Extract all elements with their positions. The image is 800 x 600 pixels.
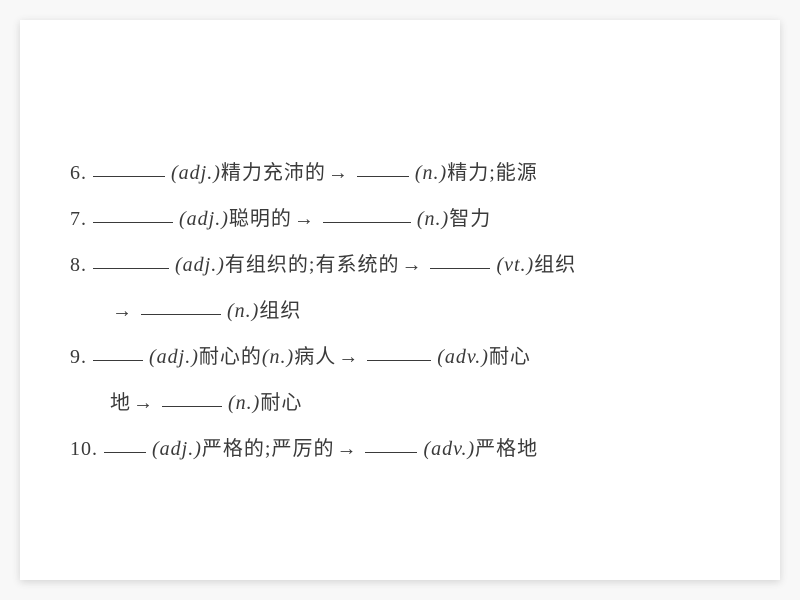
part-of-speech: (adj.) bbox=[152, 438, 202, 460]
part-of-speech: (adv.) bbox=[423, 438, 475, 460]
fill-blank[interactable] bbox=[162, 387, 222, 407]
fill-blank[interactable] bbox=[141, 295, 221, 315]
item-number: 6. bbox=[70, 162, 87, 184]
cont-prefix: 地 bbox=[110, 392, 131, 414]
part-of-speech: (n.) bbox=[262, 346, 294, 368]
slide: 6. (adj.)精力充沛的→ (n.)精力;能源7. (adj.)聪明的→ (… bbox=[20, 20, 780, 580]
fill-blank[interactable] bbox=[93, 203, 173, 223]
definition: 病人 bbox=[294, 346, 336, 368]
fill-blank[interactable] bbox=[367, 341, 431, 361]
exercise-item: 8. (adj.)有组织的;有系统的→ (vt.)组织 bbox=[70, 242, 730, 288]
exercise-item: 10. (adj.)严格的;严厉的→ (adv.)严格地 bbox=[70, 426, 730, 472]
part-of-speech: (n.) bbox=[417, 208, 449, 230]
arrow-icon: → bbox=[131, 380, 156, 426]
item-number: 9. bbox=[70, 346, 87, 368]
part-of-speech: (n.) bbox=[415, 162, 447, 184]
part-of-speech: (adj.) bbox=[171, 162, 221, 184]
part-of-speech: (adj.) bbox=[175, 254, 225, 276]
definition: 严格地 bbox=[475, 438, 538, 460]
fill-blank[interactable] bbox=[93, 341, 143, 361]
fill-blank[interactable] bbox=[365, 433, 417, 453]
definition: 组织 bbox=[259, 300, 301, 322]
exercise-item: 6. (adj.)精力充沛的→ (n.)精力;能源 bbox=[70, 150, 730, 196]
part-of-speech: (adv.) bbox=[437, 346, 489, 368]
definition: 有组织的;有系统的 bbox=[225, 254, 400, 276]
fill-blank[interactable] bbox=[357, 157, 409, 177]
definition: 聪明的 bbox=[229, 208, 292, 230]
fill-blank[interactable] bbox=[93, 249, 169, 269]
definition: 耐心 bbox=[489, 346, 531, 368]
exercise-list: 6. (adj.)精力充沛的→ (n.)精力;能源7. (adj.)聪明的→ (… bbox=[70, 150, 730, 472]
arrow-icon: → bbox=[292, 196, 317, 242]
part-of-speech: (adj.) bbox=[179, 208, 229, 230]
definition: 耐心 bbox=[260, 392, 302, 414]
item-number: 8. bbox=[70, 254, 87, 276]
arrow-icon: → bbox=[334, 426, 359, 472]
exercise-item-continuation: → (n.)组织 bbox=[70, 288, 730, 334]
definition: 精力充沛的 bbox=[221, 162, 326, 184]
definition: 组织 bbox=[534, 254, 576, 276]
exercise-item: 7. (adj.)聪明的→ (n.)智力 bbox=[70, 196, 730, 242]
fill-blank[interactable] bbox=[430, 249, 490, 269]
fill-blank[interactable] bbox=[323, 203, 411, 223]
exercise-item-continuation: 地→ (n.)耐心 bbox=[70, 380, 730, 426]
part-of-speech: (n.) bbox=[228, 392, 260, 414]
arrow-icon: → bbox=[326, 150, 351, 196]
arrow-icon: → bbox=[110, 288, 135, 334]
definition: 严格的;严厉的 bbox=[202, 438, 335, 460]
definition: 智力 bbox=[449, 208, 491, 230]
item-number: 7. bbox=[70, 208, 87, 230]
definition: 精力;能源 bbox=[447, 162, 538, 184]
arrow-icon: → bbox=[336, 334, 361, 380]
part-of-speech: (n.) bbox=[227, 300, 259, 322]
item-number: 10. bbox=[70, 438, 98, 460]
part-of-speech: (vt.) bbox=[496, 254, 534, 276]
exercise-item: 9. (adj.)耐心的(n.)病人→ (adv.)耐心 bbox=[70, 334, 730, 380]
fill-blank[interactable] bbox=[104, 433, 146, 453]
definition: 耐心的 bbox=[199, 346, 262, 368]
fill-blank[interactable] bbox=[93, 157, 165, 177]
part-of-speech: (adj.) bbox=[149, 346, 199, 368]
arrow-icon: → bbox=[399, 242, 424, 288]
